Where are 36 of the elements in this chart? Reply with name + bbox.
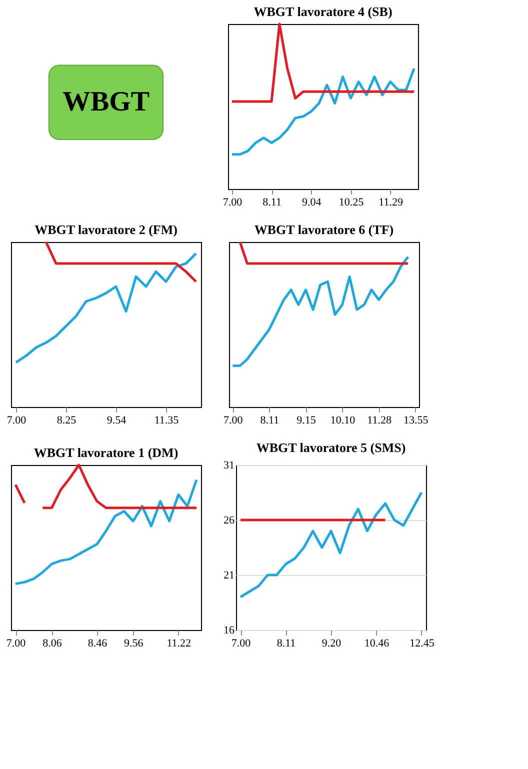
x-tick-label: 10.46: [364, 638, 390, 650]
x-tick-label: 8.11: [276, 638, 296, 650]
x-tick-label: 7.00: [222, 196, 243, 208]
x-tick-label: 7.00: [231, 638, 252, 650]
x-tick-label: 11.22: [166, 638, 192, 650]
x-tick-label: 11.35: [154, 414, 180, 426]
x-tick-label: 7.00: [6, 638, 26, 650]
x-tick-label: 7.00: [224, 414, 244, 426]
text: WBGT: [62, 86, 150, 118]
x-tick-label: 9.56: [124, 638, 144, 650]
x-tick-label: 9.04: [302, 196, 322, 208]
x-tick-label: 8.11: [260, 414, 280, 426]
chart-title: WBGT lavoratore 5 (SMS): [256, 440, 406, 455]
x-tick-label: 7.00: [6, 414, 27, 426]
chart-title: WBGT lavoratore 4 (SB): [254, 4, 392, 19]
x-tick-label: 9.54: [106, 414, 127, 426]
chart-title: WBGT lavoratore 6 (TF): [254, 222, 394, 237]
x-tick-label: 8.11: [262, 196, 282, 208]
x-tick-label: 12.45: [410, 638, 435, 650]
x-tick-label: 8.25: [56, 414, 77, 426]
y-tick-label: 16: [224, 624, 235, 636]
x-tick-label: 9.20: [322, 638, 342, 650]
y-tick-label: 26: [224, 514, 235, 526]
y-tick-label: 31: [224, 460, 234, 472]
x-tick-label: 8.06: [42, 638, 62, 650]
x-tick-label: 10.25: [338, 196, 364, 208]
x-tick-label: 13.55: [403, 414, 429, 426]
line-series: [239, 491, 423, 598]
chart-title: WBGT lavoratore 1 (DM): [34, 444, 178, 460]
x-tick-label: 9.15: [296, 414, 316, 426]
x-tick-label: 11.28: [367, 414, 392, 426]
x-tick-label: 10.10: [330, 414, 356, 426]
y-tick-label: 21: [224, 570, 234, 582]
chart-title: WBGT lavoratore 2 (FM): [34, 222, 178, 237]
x-tick-label: 11.29: [378, 196, 404, 208]
x-tick-label: 8.46: [88, 638, 108, 650]
